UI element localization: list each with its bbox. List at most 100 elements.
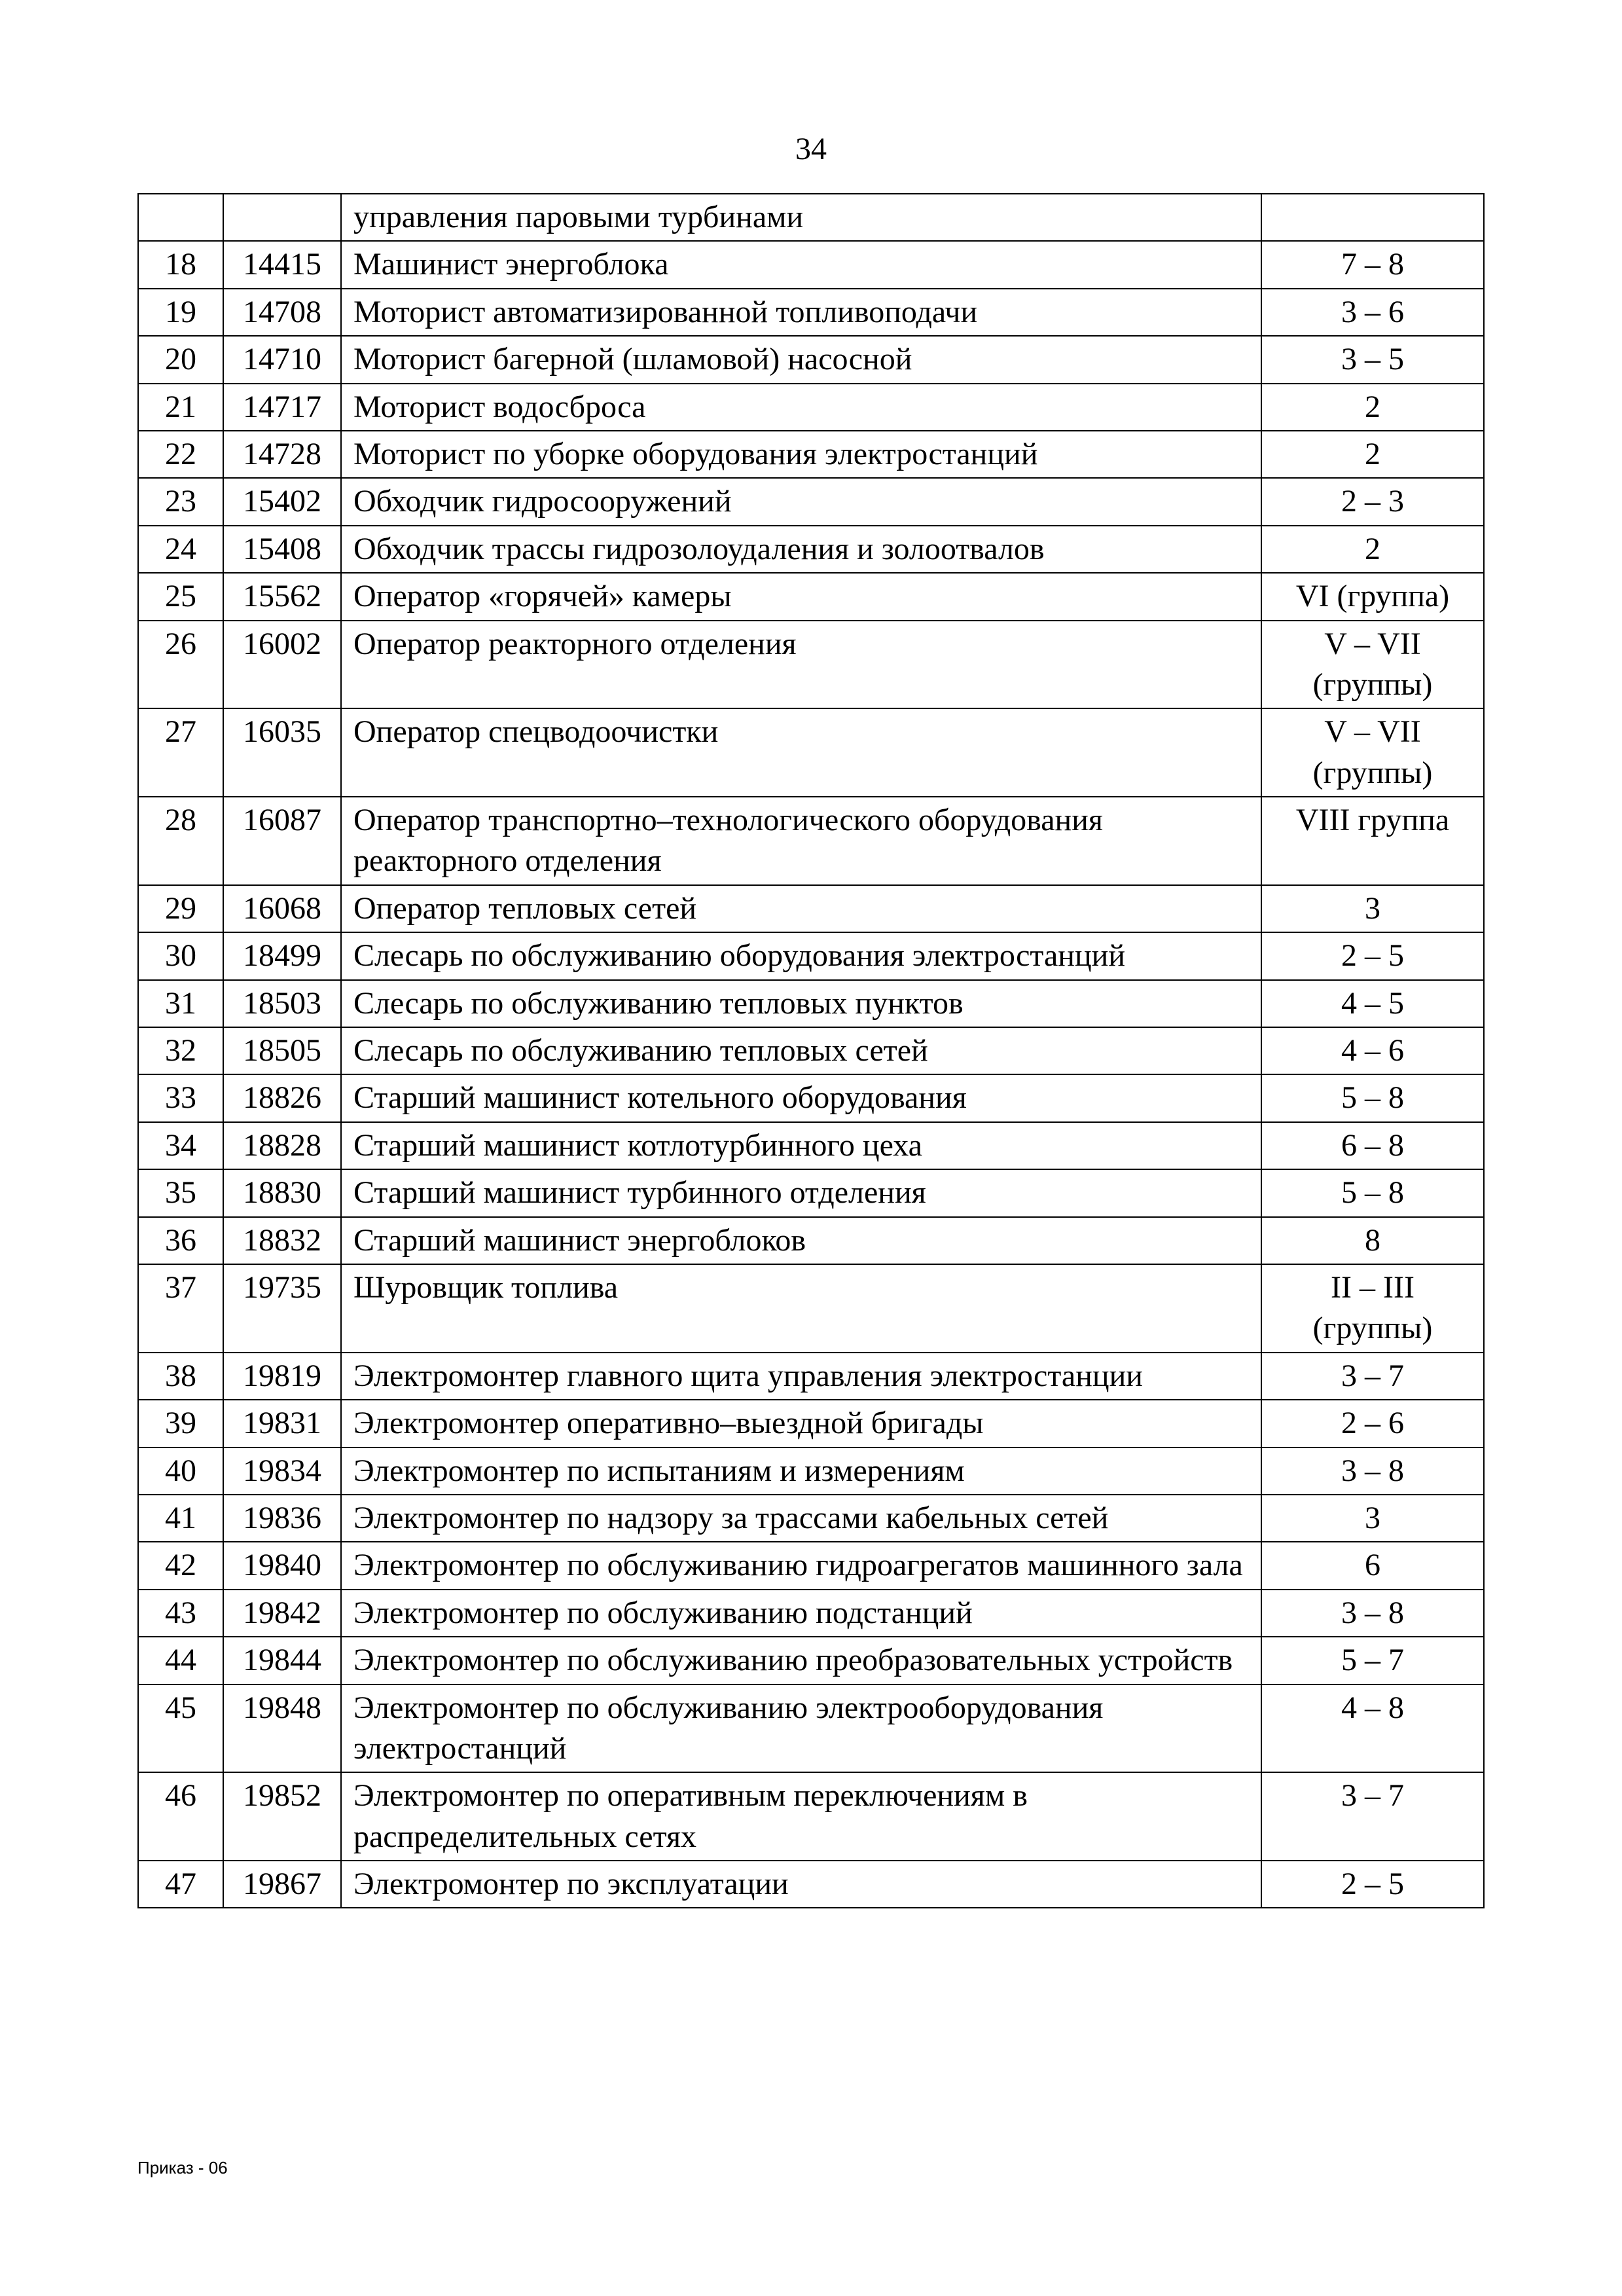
row-grade: 2 – 5 <box>1261 1861 1484 1908</box>
row-description: Моторист багерной (шламовой) насосной <box>341 336 1261 383</box>
row-description: Моторист по уборке оборудования электрос… <box>341 431 1261 478</box>
row-code: 18832 <box>223 1217 341 1264</box>
footer-text: Приказ - 06 <box>137 2158 228 2178</box>
row-grade: 5 – 8 <box>1261 1169 1484 1216</box>
row-code: 14728 <box>223 431 341 478</box>
table-row: управления паровыми турбинами <box>138 194 1484 241</box>
row-number: 35 <box>138 1169 223 1216</box>
row-code: 15562 <box>223 573 341 620</box>
row-number: 39 <box>138 1400 223 1447</box>
table-row: 3719735Шуровщик топливаII – III (группы) <box>138 1264 1484 1353</box>
row-code: 18499 <box>223 932 341 979</box>
row-description: Электромонтер по обслуживанию гидроагрег… <box>341 1542 1261 1589</box>
table-row: 3618832Старший машинист энергоблоков8 <box>138 1217 1484 1264</box>
row-code: 18503 <box>223 980 341 1027</box>
row-number: 44 <box>138 1637 223 1684</box>
row-grade: V – VII (группы) <box>1261 708 1484 797</box>
row-code: 15402 <box>223 478 341 525</box>
row-code: 19831 <box>223 1400 341 1447</box>
row-number: 46 <box>138 1772 223 1861</box>
row-grade: 3 – 7 <box>1261 1353 1484 1400</box>
row-number: 45 <box>138 1685 223 1773</box>
row-description: Старший машинист котлотурбинного цеха <box>341 1122 1261 1169</box>
row-description: Оператор реакторного отделения <box>341 621 1261 709</box>
row-code: 18828 <box>223 1122 341 1169</box>
professions-table: управления паровыми турбинами1814415Маши… <box>137 193 1485 1908</box>
row-number: 21 <box>138 384 223 431</box>
table-row: 3218505Слесарь по обслуживанию тепловых … <box>138 1027 1484 1074</box>
row-number: 32 <box>138 1027 223 1074</box>
row-grade: V – VII (группы) <box>1261 621 1484 709</box>
row-grade: 2 – 6 <box>1261 1400 1484 1447</box>
row-description: Электромонтер по эксплуатации <box>341 1861 1261 1908</box>
row-number: 38 <box>138 1353 223 1400</box>
row-description: Оператор «горячей» камеры <box>341 573 1261 620</box>
row-code: 14710 <box>223 336 341 383</box>
table-row: 4219840Электромонтер по обслуживанию гид… <box>138 1542 1484 1589</box>
row-description: Электромонтер по испытаниям и измерениям <box>341 1448 1261 1495</box>
table-row: 2515562Оператор «горячей» камерыVI (груп… <box>138 573 1484 620</box>
row-description: Электромонтер главного щита управления э… <box>341 1353 1261 1400</box>
table-row: 3018499Слесарь по обслуживанию оборудова… <box>138 932 1484 979</box>
table-row: 3418828Старший машинист котлотурбинного … <box>138 1122 1484 1169</box>
table-row: 2616002Оператор реакторного отделенияV –… <box>138 621 1484 709</box>
row-description: Шуровщик топлива <box>341 1264 1261 1353</box>
table-row: 4319842Электромонтер по обслуживанию под… <box>138 1590 1484 1637</box>
row-code: 19819 <box>223 1353 341 1400</box>
row-code: 15408 <box>223 526 341 573</box>
table-row: 4419844Электромонтер по обслуживанию пре… <box>138 1637 1484 1684</box>
row-number: 26 <box>138 621 223 709</box>
row-description: Оператор тепловых сетей <box>341 885 1261 932</box>
row-code: 19867 <box>223 1861 341 1908</box>
row-description: Моторист водосброса <box>341 384 1261 431</box>
row-description: Обходчик гидросооружений <box>341 478 1261 525</box>
row-description: Электромонтер по оперативным переключени… <box>341 1772 1261 1861</box>
row-grade: 2 – 3 <box>1261 478 1484 525</box>
row-grade: 2 – 5 <box>1261 932 1484 979</box>
row-grade: II – III (группы) <box>1261 1264 1484 1353</box>
row-description: Слесарь по обслуживанию оборудования эле… <box>341 932 1261 979</box>
row-description: Оператор транспортно–технологического об… <box>341 797 1261 885</box>
row-number: 42 <box>138 1542 223 1589</box>
row-grade: 4 – 8 <box>1261 1685 1484 1773</box>
row-description: Старший машинист котельного оборудования <box>341 1074 1261 1121</box>
row-number: 37 <box>138 1264 223 1353</box>
row-number: 30 <box>138 932 223 979</box>
table-row: 2816087Оператор транспортно–технологичес… <box>138 797 1484 885</box>
row-code: 16068 <box>223 885 341 932</box>
row-grade: 6 <box>1261 1542 1484 1589</box>
row-grade: 4 – 6 <box>1261 1027 1484 1074</box>
row-code: 19842 <box>223 1590 341 1637</box>
row-grade: 2 <box>1261 526 1484 573</box>
row-description: Электромонтер по обслуживанию подстанций <box>341 1590 1261 1637</box>
page-number: 34 <box>137 131 1485 167</box>
table-row: 2315402Обходчик гидросооружений2 – 3 <box>138 478 1484 525</box>
row-number: 41 <box>138 1495 223 1542</box>
table-row: 4619852Электромонтер по оперативным пере… <box>138 1772 1484 1861</box>
row-grade: 2 <box>1261 431 1484 478</box>
row-grade: VI (группа) <box>1261 573 1484 620</box>
row-description: Электромонтер по надзору за трассами каб… <box>341 1495 1261 1542</box>
row-code: 16035 <box>223 708 341 797</box>
table-row: 2716035Оператор спецводоочисткиV – VII (… <box>138 708 1484 797</box>
row-grade: VIII группа <box>1261 797 1484 885</box>
row-code: 19834 <box>223 1448 341 1495</box>
row-number <box>138 194 223 241</box>
row-grade: 2 <box>1261 384 1484 431</box>
row-grade: 8 <box>1261 1217 1484 1264</box>
row-grade <box>1261 194 1484 241</box>
row-code: 19852 <box>223 1772 341 1861</box>
row-code: 19836 <box>223 1495 341 1542</box>
row-code: 19840 <box>223 1542 341 1589</box>
row-description: Моторист автоматизированной топливоподач… <box>341 289 1261 336</box>
row-code: 14717 <box>223 384 341 431</box>
table-row: 3118503Слесарь по обслуживанию тепловых … <box>138 980 1484 1027</box>
row-number: 20 <box>138 336 223 383</box>
row-number: 19 <box>138 289 223 336</box>
table-row: 4719867Электромонтер по эксплуатации2 – … <box>138 1861 1484 1908</box>
row-number: 25 <box>138 573 223 620</box>
row-number: 22 <box>138 431 223 478</box>
table-row: 4019834Электромонтер по испытаниям и изм… <box>138 1448 1484 1495</box>
row-grade: 3 – 8 <box>1261 1448 1484 1495</box>
row-grade: 6 – 8 <box>1261 1122 1484 1169</box>
